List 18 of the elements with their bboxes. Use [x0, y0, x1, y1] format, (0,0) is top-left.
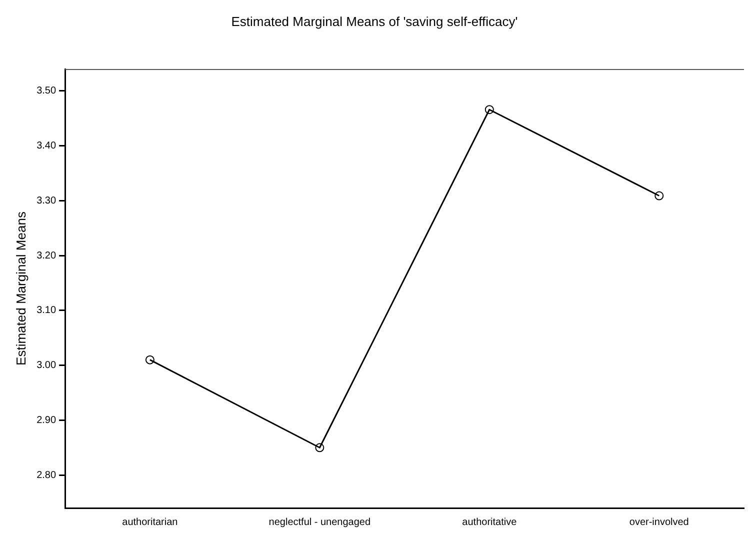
x-tick-label: over-involved	[629, 516, 689, 528]
y-tick-label: 3.00	[36, 360, 56, 372]
y-tick-label: 2.90	[36, 414, 56, 426]
x-tick-label: neglectful - unengaged	[268, 516, 371, 528]
point	[145, 355, 154, 364]
x-tick-label: authoritarian	[122, 516, 178, 528]
y-tick-label: 2.80	[36, 470, 56, 481]
y-axis-title: Estimated Marginal Means	[13, 211, 28, 366]
y-tick-label: 3.40	[36, 140, 56, 152]
y-tick-label: 3.30	[36, 195, 56, 206]
point	[484, 105, 494, 114]
y-tick-label: 3.50	[36, 86, 56, 97]
y-tick-label: 3.10	[36, 305, 56, 316]
point	[315, 443, 324, 452]
y-tick-label: 3.20	[36, 250, 56, 262]
x-tick-label: authoritative	[462, 516, 518, 528]
chart-title: Estimated Marginal Means of 'saving self-efficacy'	[230, 14, 519, 29]
point	[654, 191, 664, 200]
